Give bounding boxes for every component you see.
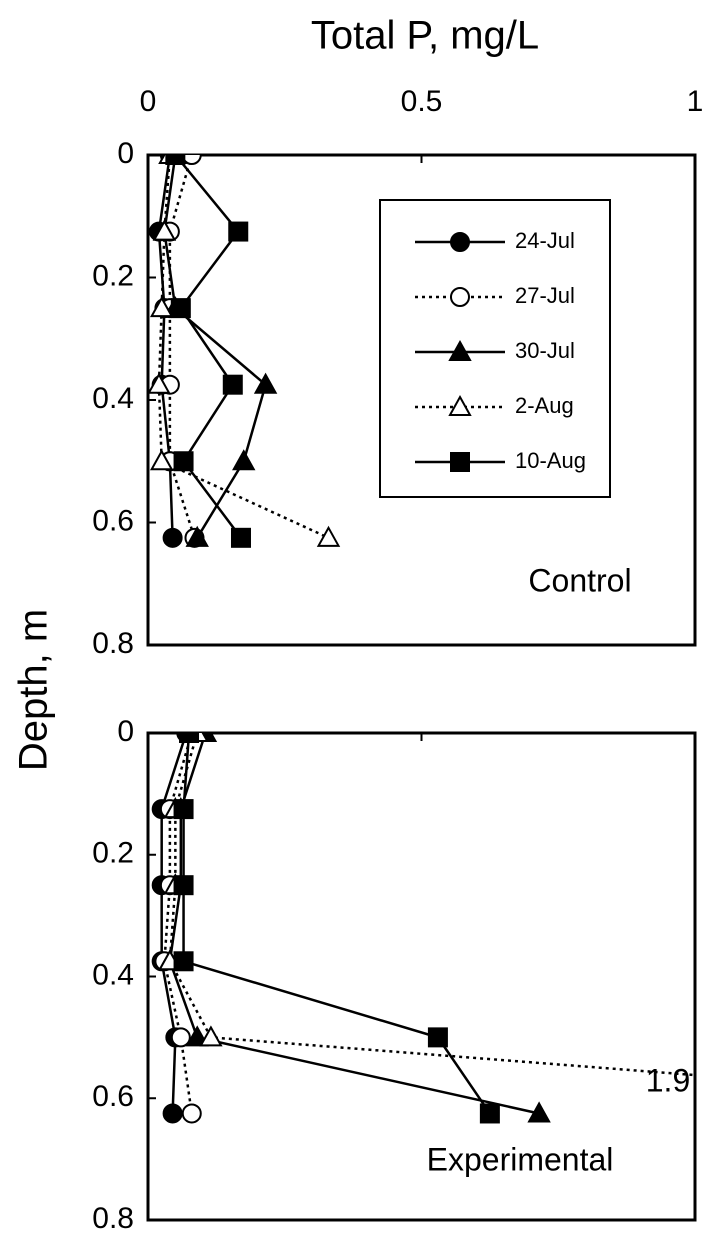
panel-label: Experimental xyxy=(427,1141,614,1177)
marker xyxy=(148,372,171,394)
y-tick-label: 0.8 xyxy=(92,627,134,660)
series-line xyxy=(168,733,540,1115)
panel: 0 0.5 1 0 0.2 0.4 0.6 0.8 24-Jul 27-Jul 30-Jul 2-Au… xyxy=(92,85,703,660)
marker xyxy=(152,219,177,241)
series-line xyxy=(163,733,193,1114)
legend: 24-Jul 27-Jul 30-Jul 2-Aug 10-Aug xyxy=(379,199,611,498)
marker xyxy=(228,221,249,242)
marker xyxy=(448,394,472,416)
y-tick-label: 0.2 xyxy=(92,259,134,292)
marker xyxy=(173,451,194,472)
marker xyxy=(173,799,194,820)
x-tick-label: 0.5 xyxy=(401,85,443,118)
marker xyxy=(173,951,194,972)
marker xyxy=(230,527,251,548)
marker xyxy=(165,155,186,165)
marker xyxy=(427,1027,448,1048)
marker xyxy=(479,1103,500,1124)
x-tick-label: 1 xyxy=(687,85,704,118)
marker xyxy=(181,1103,202,1124)
x-tick-label: 0 xyxy=(140,85,157,118)
series-line xyxy=(157,155,330,539)
marker xyxy=(253,372,278,394)
marker xyxy=(448,339,472,361)
marker xyxy=(149,449,174,471)
marker xyxy=(316,525,341,547)
legend-label: 30-Jul xyxy=(515,338,575,363)
panel-label: Control xyxy=(528,562,631,598)
marker xyxy=(170,298,191,319)
x-axis-title: Total P, mg/L xyxy=(311,14,539,58)
marker xyxy=(450,287,470,307)
marker xyxy=(232,449,256,471)
marker xyxy=(162,527,183,548)
y-tick-label: 0.6 xyxy=(92,1080,134,1113)
series-line xyxy=(182,733,491,1115)
plot-area xyxy=(151,733,695,1124)
y-tick-label: 0.2 xyxy=(92,837,134,870)
marker xyxy=(222,374,243,395)
legend-label: 27-Jul xyxy=(515,283,575,308)
y-axis-title: Depth, m xyxy=(12,609,56,771)
marker xyxy=(162,1103,183,1124)
marker xyxy=(149,296,174,318)
marker xyxy=(179,733,200,743)
legend-label: 10-Aug xyxy=(515,448,586,473)
y-tick-label: 0.8 xyxy=(92,1202,134,1235)
y-tick-label: 0 xyxy=(117,715,134,748)
marker xyxy=(199,1025,223,1047)
legend-label: 24-Jul xyxy=(515,228,575,253)
series-line xyxy=(163,155,268,539)
y-tick-label: 0.4 xyxy=(92,382,134,415)
marker xyxy=(185,525,209,547)
y-tick-label: 0.4 xyxy=(92,958,134,991)
panel: 0 0.2 0.4 0.6 0.8 Experimental 1.9 xyxy=(92,715,697,1235)
y-tick-label: 0.6 xyxy=(92,504,134,537)
marker xyxy=(185,1025,209,1047)
series-line xyxy=(168,733,695,1077)
legend-label: 2-Aug xyxy=(515,393,574,418)
series-line xyxy=(160,733,188,1114)
marker xyxy=(181,155,202,165)
marker xyxy=(170,1027,191,1048)
annotation: 1.9 xyxy=(646,1062,690,1098)
legend-frame xyxy=(379,199,611,498)
marker xyxy=(173,875,194,896)
y-tick-label: 0 xyxy=(117,137,134,170)
marker xyxy=(450,452,470,472)
marker xyxy=(450,232,470,252)
marker xyxy=(527,1101,551,1123)
series-line xyxy=(157,155,174,538)
series-line xyxy=(168,155,196,539)
plot-area xyxy=(148,155,341,548)
series-line xyxy=(174,155,242,539)
